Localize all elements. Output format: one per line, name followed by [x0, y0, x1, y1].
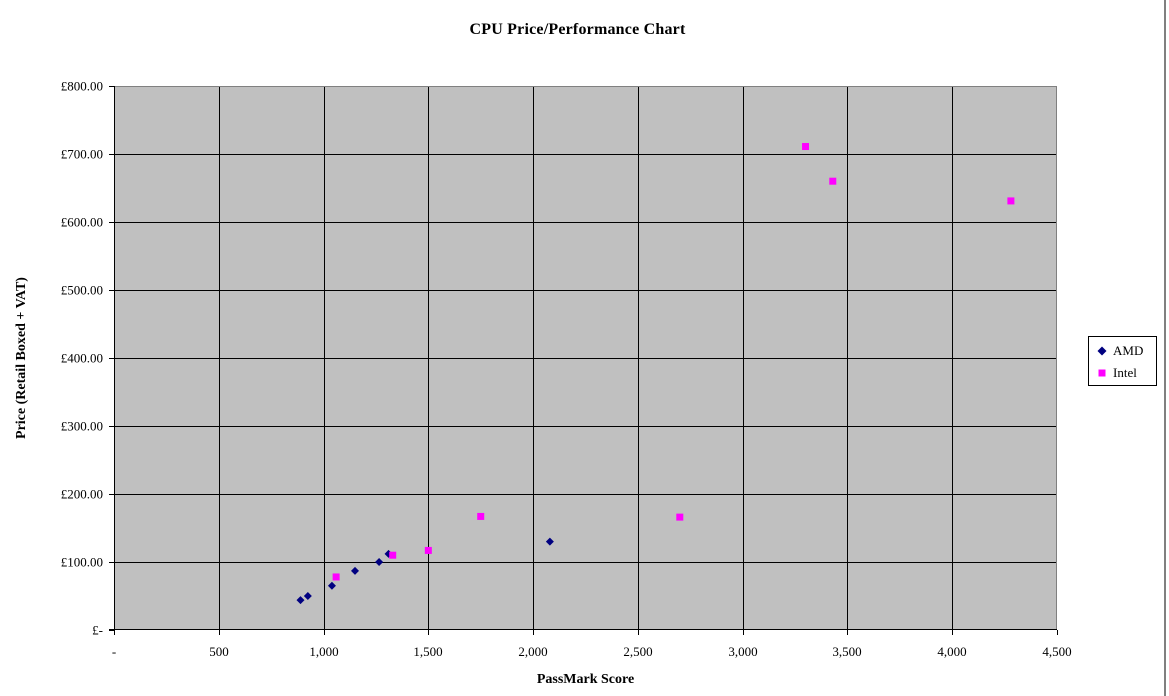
legend: AMD Intel [1088, 336, 1157, 386]
data-point-amd [296, 596, 305, 605]
data-point-intel [424, 546, 432, 554]
square-marker-icon [1098, 369, 1106, 377]
x-axis-title: PassMark Score [536, 672, 635, 687]
x-tick-label: 4,500 [1042, 644, 1071, 659]
y-tick-label: £200.00 [61, 487, 103, 502]
y-tick-label: £300.00 [61, 419, 103, 434]
data-point-amd [545, 537, 554, 546]
diamond-marker-shape [1097, 346, 1107, 356]
data-point-intel [676, 513, 684, 521]
data-point-amd [375, 558, 384, 566]
data-point-intel [477, 512, 485, 520]
legend-entry-intel: Intel [1096, 366, 1156, 380]
y-tick-label: £400.00 [61, 351, 103, 366]
x-tick-label: 3,000 [728, 644, 757, 659]
window-right-border [1164, 0, 1166, 696]
legend-label: Intel [1113, 365, 1137, 380]
data-point-amd [350, 566, 359, 575]
y-tick-label: £500.00 [61, 283, 103, 298]
x-tick-label: 4,000 [937, 644, 966, 659]
chart-title: CPU Price/Performance Chart [469, 21, 686, 38]
y-tick-label: £600.00 [61, 215, 103, 230]
x-tick-label: 2,000 [518, 644, 547, 659]
x-tick-label: 2,500 [623, 644, 652, 659]
data-point-intel [829, 177, 837, 185]
y-axis-title: Price (Retail Boxed + VAT) [14, 277, 29, 439]
square-marker-shape [1098, 369, 1106, 377]
legend-label: AMD [1113, 343, 1144, 358]
y-tick-label: £- [92, 623, 103, 638]
y-tick-label: £800.00 [61, 79, 103, 94]
x-tick-label: 1,500 [413, 644, 442, 659]
x-tick-label: 3,500 [832, 644, 861, 659]
diamond-marker-icon [1097, 346, 1107, 356]
legend-entry-amd: AMD [1096, 344, 1156, 358]
data-point-intel [389, 551, 397, 559]
x-tick-label: - [112, 644, 116, 659]
data-point-amd [303, 592, 312, 600]
x-tick-label: 1,000 [309, 644, 338, 659]
x-tick-label: 500 [209, 644, 229, 659]
data-point-intel [802, 143, 810, 151]
data-point-amd [327, 581, 336, 590]
y-tick-label: £100.00 [61, 555, 103, 570]
data-point-intel [1007, 197, 1015, 205]
data-point-intel [332, 573, 340, 581]
y-tick-label: £700.00 [61, 147, 103, 162]
